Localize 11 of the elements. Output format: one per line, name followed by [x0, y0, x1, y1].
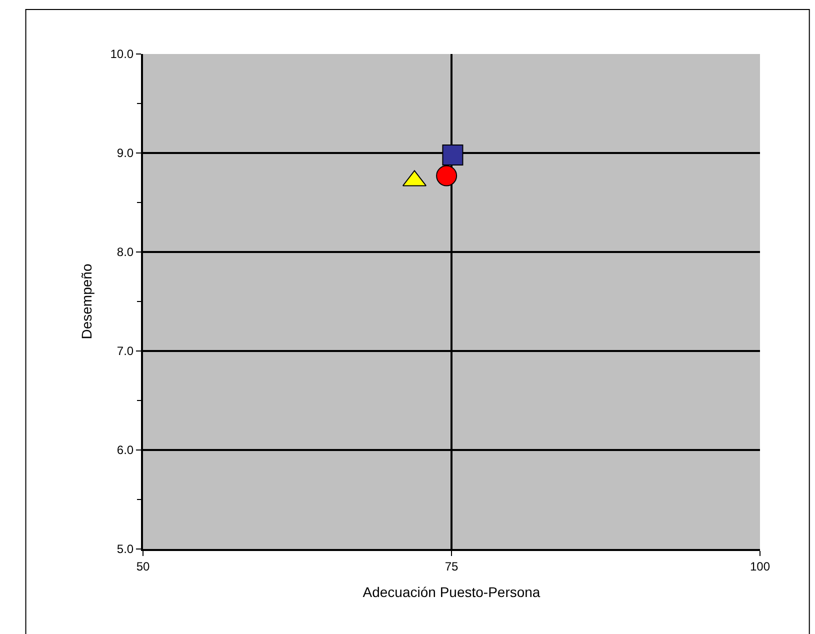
x-tick-label: 50 — [136, 559, 150, 574]
x-tick-label: 100 — [750, 559, 770, 574]
y-tick-label: 9.0 — [116, 146, 134, 160]
y-tick-label: 5.0 — [116, 542, 134, 556]
y-tick-label: 7.0 — [116, 344, 134, 358]
x-tick-label: 75 — [444, 559, 458, 574]
y-axis-title: Desempeño — [78, 264, 94, 340]
y-tick-label: 8.0 — [116, 245, 134, 260]
y-tick-label: 6.0 — [116, 443, 134, 458]
x-axis-title: Adecuación Puesto-Persona — [362, 584, 540, 600]
y-tick-label: 10.0 — [110, 47, 134, 62]
